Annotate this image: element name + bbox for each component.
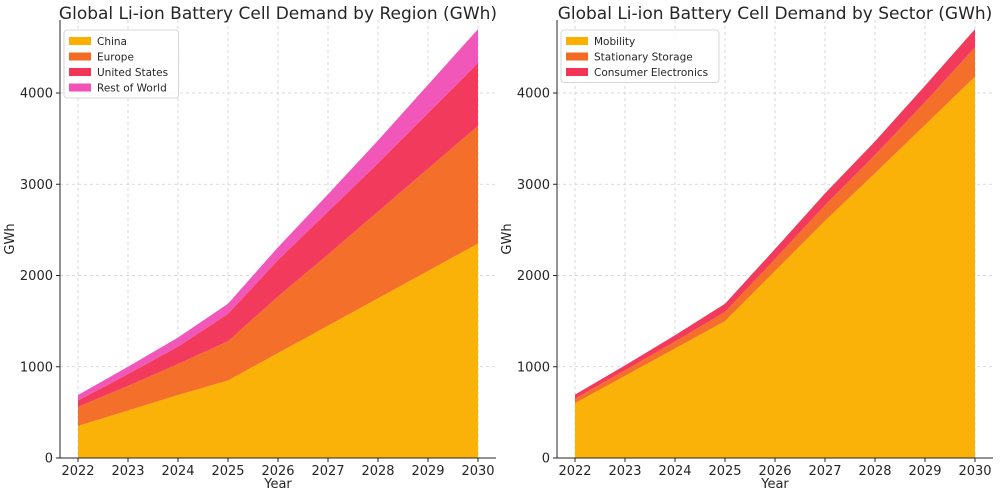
legend-swatch <box>69 83 91 92</box>
y-tick-label: 3000 <box>517 178 550 193</box>
legend-label: Europe <box>97 52 134 64</box>
x-tick-label: 2025 <box>211 464 244 479</box>
legend-label: Rest of World <box>97 83 167 95</box>
legend: China Europe United States Rest of World <box>63 29 179 99</box>
legend-swatch <box>566 68 588 76</box>
y-tick-label: 4000 <box>517 87 550 102</box>
legend-label: China <box>97 36 127 48</box>
x-tick-label: 2030 <box>958 464 991 479</box>
y-tick-label: 1000 <box>517 360 550 375</box>
x-tick-label: 2022 <box>61 464 94 479</box>
y-tick-label: 0 <box>45 452 53 467</box>
y-tick-label: 4000 <box>20 87 53 102</box>
y-tick-label: 1000 <box>20 360 53 375</box>
legend-swatch <box>69 68 91 76</box>
sector-chart: 2022 2023 2024 2025 2026 2027 2028 2029 2030 0 100… <box>500 4 993 492</box>
chart-title: Global Li-ion Battery Cell Demand by Sec… <box>558 4 993 24</box>
legend-swatch <box>566 37 588 45</box>
legend-frame <box>560 29 720 83</box>
x-tick-label: 2028 <box>361 464 394 479</box>
y-axis-label: GWh <box>3 223 18 254</box>
legend-swatch <box>566 52 588 61</box>
x-tick-label: 2024 <box>161 464 194 479</box>
legend-label: Mobility <box>594 36 635 48</box>
legend-frame <box>63 29 179 99</box>
x-axis-label: Year <box>263 477 292 492</box>
x-tick-label: 2025 <box>708 464 741 479</box>
y-axis-label: GWh <box>500 223 515 254</box>
x-tick-label: 2026 <box>261 464 294 479</box>
legend-label: United States <box>97 67 168 79</box>
china-area <box>78 243 478 458</box>
x-tick-label: 2023 <box>608 464 641 479</box>
x-axis-label: Year <box>760 477 789 492</box>
x-tick-label: 2029 <box>908 464 941 479</box>
x-tick-label: 2023 <box>111 464 144 479</box>
y-tick-label: 2000 <box>517 269 550 284</box>
legend-label: Consumer Electronics <box>594 67 708 79</box>
x-tick-label: 2024 <box>658 464 691 479</box>
x-tick-label: 2029 <box>411 464 444 479</box>
x-tick-label: 2030 <box>461 464 494 479</box>
legend-swatch <box>69 52 91 61</box>
x-tick-label: 2027 <box>808 464 841 479</box>
x-tick-label: 2026 <box>758 464 791 479</box>
legend-label: Stationary Storage <box>594 52 693 64</box>
chart-title: Global Li-ion Battery Cell Demand by Reg… <box>59 4 497 24</box>
y-tick-label: 2000 <box>20 269 53 284</box>
x-tick-label: 2022 <box>558 464 591 479</box>
x-tick-label: 2028 <box>858 464 891 479</box>
mobility-area <box>575 76 975 458</box>
europe-area <box>78 125 478 427</box>
y-tick-label: 0 <box>542 452 550 467</box>
region-chart: 2022 2023 2024 2025 2026 2027 2028 2029 2030 0 100… <box>3 4 497 492</box>
x-tick-label: 2027 <box>311 464 344 479</box>
legend-swatch <box>69 37 91 45</box>
legend: Mobility Stationary Storage Consumer Elect… <box>560 29 720 83</box>
y-tick-label: 3000 <box>20 178 53 193</box>
